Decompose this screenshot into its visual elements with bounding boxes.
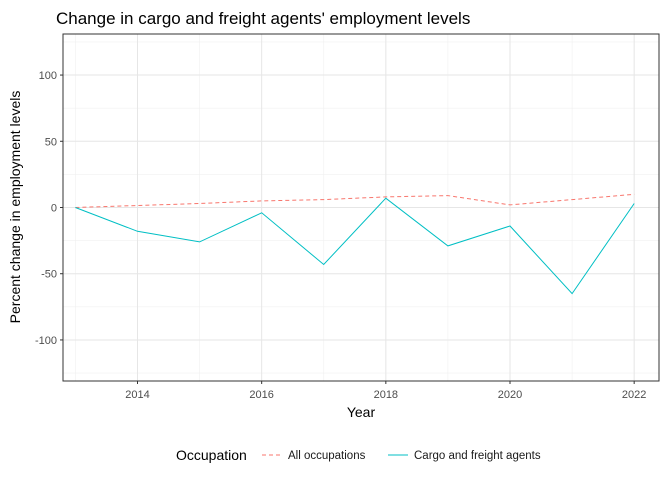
y-axis-title: Percent change in employment levels	[7, 91, 23, 324]
y-tick-label: 100	[39, 70, 57, 82]
series-layer	[75, 193, 635, 295]
legend-label-all-occupations: All occupations	[288, 450, 366, 462]
x-axis: 2014 2016 2018 2020 2022	[125, 381, 646, 401]
chart-title: Change in cargo and freight agents' empl…	[56, 9, 470, 28]
y-tick-label: -100	[35, 335, 57, 347]
x-tick-label: 2014	[125, 389, 149, 401]
series-line-cargo-and-freight-agents	[75, 197, 635, 295]
x-tick-label: 2020	[498, 389, 522, 401]
legend: Occupation All occupations Cargo and frei…	[176, 447, 541, 463]
y-axis: -100 -50 0 50 100	[35, 70, 63, 347]
y-tick-label: 50	[45, 136, 57, 148]
legend-title: Occupation	[176, 447, 247, 463]
x-axis-title: Year	[347, 404, 376, 420]
y-tick-label: 0	[51, 203, 57, 215]
y-tick-label: -50	[41, 269, 57, 281]
x-tick-label: 2022	[622, 389, 646, 401]
x-tick-label: 2018	[374, 389, 398, 401]
x-tick-label: 2016	[249, 389, 273, 401]
legend-label-cargo-and-freight-agents: Cargo and freight agents	[414, 450, 541, 462]
major-gridlines	[63, 34, 659, 381]
series-line-all-occupations	[75, 193, 635, 208]
